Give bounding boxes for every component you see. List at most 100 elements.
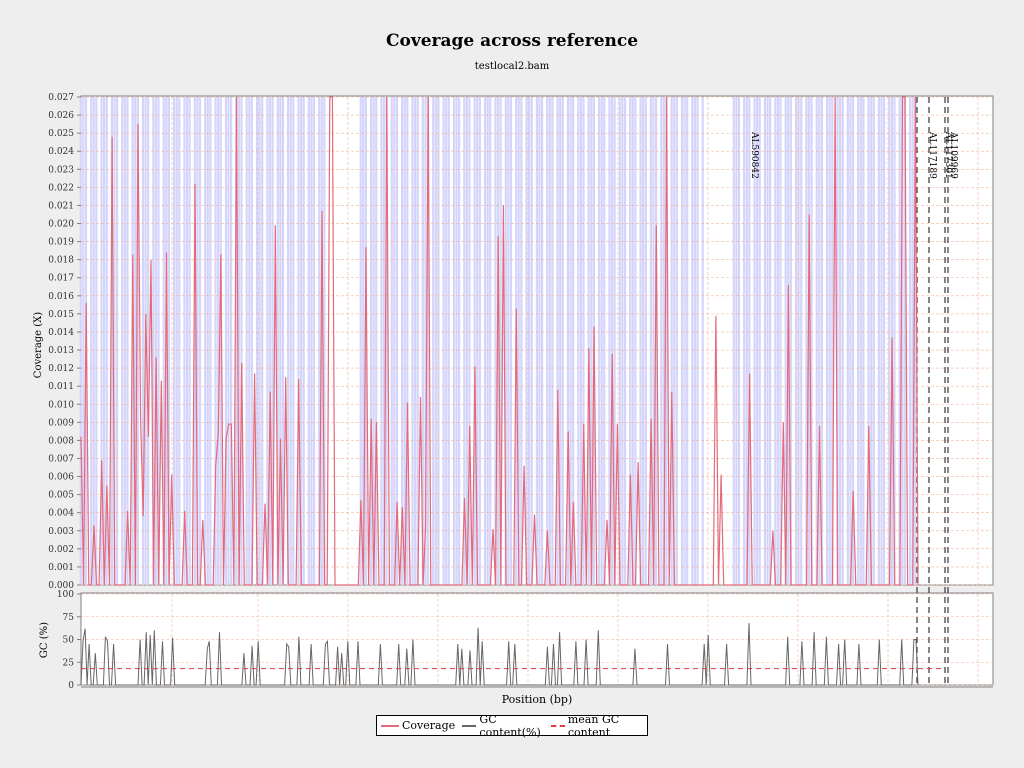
contig-band xyxy=(629,97,632,585)
contig-band xyxy=(590,97,593,585)
gc-tick-label: 100 xyxy=(57,590,74,600)
contig-band xyxy=(880,97,883,585)
contig-band xyxy=(745,97,748,585)
coverage-tick-label: 0.024 xyxy=(48,147,74,157)
contig-band xyxy=(849,97,852,585)
contig-band xyxy=(204,97,207,585)
coverage-tick-label: 0.019 xyxy=(48,238,74,248)
contig-band xyxy=(126,97,129,585)
contig-band xyxy=(123,97,126,585)
contig-band xyxy=(250,97,253,585)
contig-band xyxy=(693,97,697,585)
contig-band xyxy=(214,97,217,585)
contig-band xyxy=(413,97,417,585)
coverage-tick-label: 0.023 xyxy=(48,165,74,175)
contig-band xyxy=(610,97,614,585)
contig-band xyxy=(862,97,865,585)
contig-band xyxy=(748,97,751,585)
contig-band xyxy=(465,97,469,585)
contig-band xyxy=(631,97,634,585)
contig-band xyxy=(79,97,82,585)
contig-band xyxy=(103,97,106,585)
contig-band xyxy=(587,97,590,585)
contig-band xyxy=(815,97,818,585)
contig-band xyxy=(559,97,562,585)
contig-band xyxy=(670,97,673,585)
contig-band xyxy=(276,97,279,585)
contig-band xyxy=(268,97,272,585)
contig-band xyxy=(494,97,497,585)
contig-band xyxy=(393,97,396,585)
contig-band xyxy=(914,97,917,585)
contig-band xyxy=(152,97,155,585)
contig-band xyxy=(582,97,585,585)
contig-band xyxy=(613,97,616,585)
contig-band xyxy=(608,97,611,585)
contig-band xyxy=(691,97,694,585)
contig-band xyxy=(504,97,507,585)
contig-band xyxy=(237,97,240,585)
contig-band xyxy=(426,97,430,585)
contig-band xyxy=(421,97,424,585)
contig-band xyxy=(828,97,831,585)
contig-band xyxy=(680,97,684,585)
contig-band xyxy=(385,97,388,585)
coverage-tick-label: 0.004 xyxy=(48,509,74,519)
contig-band xyxy=(172,97,176,585)
coverage-tick-label: 0.027 xyxy=(48,93,74,103)
contig-band xyxy=(279,97,282,585)
contig-band xyxy=(217,97,220,585)
contig-band xyxy=(634,97,637,585)
contig-label: AL109969 xyxy=(948,131,958,179)
contig-band xyxy=(416,97,419,585)
contig-band xyxy=(105,97,108,585)
coverage-tick-label: 0.008 xyxy=(48,436,74,446)
gc-series-line xyxy=(80,623,919,686)
contig-band xyxy=(701,97,704,585)
contig-band xyxy=(476,97,479,585)
coverage-tick-label: 0.018 xyxy=(48,256,74,266)
contig-band xyxy=(261,97,264,585)
coverage-tick-label: 0.011 xyxy=(48,382,74,392)
contig-band xyxy=(517,97,520,585)
contig-band xyxy=(507,97,510,585)
contig-band xyxy=(756,97,759,585)
coverage-tick-label: 0.001 xyxy=(48,563,74,573)
contig-band xyxy=(90,97,93,585)
contig-band xyxy=(297,97,300,585)
contig-band xyxy=(673,97,676,585)
contig-band xyxy=(838,97,842,585)
contig-band xyxy=(623,97,627,585)
coverage-tick-label: 0.026 xyxy=(48,111,74,121)
contig-band xyxy=(167,97,171,585)
contig-band xyxy=(292,97,295,585)
contig-band xyxy=(318,97,321,585)
contig-band xyxy=(121,97,124,585)
contig-band xyxy=(867,97,870,585)
contig-band xyxy=(463,97,466,585)
contig-band xyxy=(424,97,427,585)
contig-band xyxy=(818,97,821,585)
contig-band xyxy=(766,97,769,585)
contig-band xyxy=(468,97,471,585)
contig-band xyxy=(870,97,873,585)
contig-band xyxy=(403,97,406,585)
contig-band xyxy=(846,97,849,585)
contig-band xyxy=(219,97,222,585)
contig-band xyxy=(162,97,165,585)
contig-band xyxy=(323,97,326,585)
contig-band xyxy=(390,97,393,585)
contig-band xyxy=(255,97,259,585)
contig-band xyxy=(597,97,601,585)
contig-band xyxy=(372,97,375,585)
contig-band xyxy=(240,97,243,585)
contig-band xyxy=(486,97,489,585)
contig-band xyxy=(310,97,313,585)
contig-band xyxy=(525,97,528,585)
coverage-tick-label: 0.000 xyxy=(48,581,74,591)
x-axis-label: Position (bp) xyxy=(502,693,573,706)
contig-band xyxy=(147,97,150,585)
contig-label: AL117301 xyxy=(943,131,953,179)
contig-band xyxy=(654,97,658,585)
coverage-series-line xyxy=(80,96,919,586)
